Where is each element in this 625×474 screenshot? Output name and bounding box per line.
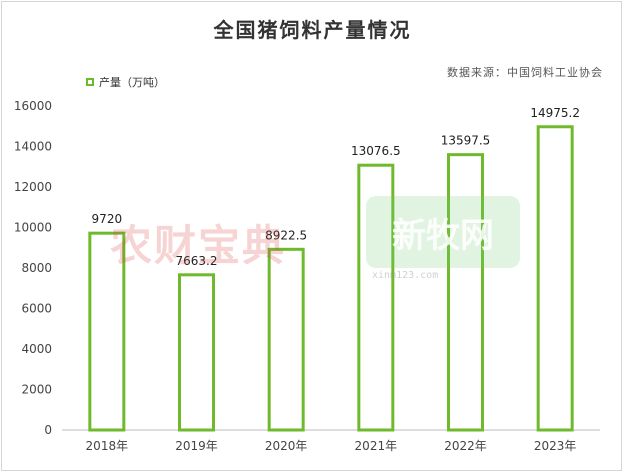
y-tick-label: 16000 — [14, 99, 52, 113]
x-tick-label: 2022年 — [444, 439, 487, 453]
chart-title: 全国猪饲料产量情况 — [213, 18, 412, 42]
bar — [447, 153, 484, 432]
data-label: 7663.2 — [176, 254, 218, 268]
bar — [178, 273, 215, 432]
y-tick-label: 0 — [44, 423, 52, 437]
legend-label: 产量（万吨） — [99, 76, 165, 89]
watermark-xinmu: 新牧网 — [366, 196, 520, 268]
bar — [88, 231, 126, 432]
x-tick-label: 2021年 — [355, 439, 398, 453]
bar — [267, 247, 305, 432]
x-tick-label: 2023年 — [534, 439, 577, 453]
y-tick-label: 8000 — [21, 261, 52, 275]
y-tick-label: 4000 — [21, 342, 52, 356]
y-tick-label: 10000 — [14, 221, 52, 235]
bar — [536, 125, 574, 432]
data-label: 9720 — [92, 212, 123, 226]
y-tick-label: 12000 — [14, 180, 52, 194]
watermark-xinmu-text: 新牧网 — [392, 215, 494, 256]
x-tick-label: 2020年 — [265, 439, 308, 453]
data-label: 13076.5 — [351, 144, 401, 158]
watermark-url: xinm123.com — [372, 270, 439, 281]
legend: 产量（万吨） — [86, 74, 165, 90]
bar — [357, 163, 395, 432]
x-tick-label: 2019年 — [175, 439, 218, 453]
data-label: 13597.5 — [441, 134, 491, 148]
x-tick-label: 2018年 — [86, 439, 129, 453]
y-tick-label: 6000 — [21, 302, 52, 316]
data-label: 8922.5 — [265, 228, 307, 242]
watermark-nongcai: 农财宝典 — [110, 221, 287, 270]
data-source-note: 数据来源：中国饲料工业协会 — [447, 66, 603, 79]
y-tick-label: 2000 — [21, 383, 52, 397]
data-label: 14975.2 — [530, 106, 580, 120]
legend-swatch — [86, 78, 94, 86]
y-tick-label: 14000 — [14, 140, 52, 154]
